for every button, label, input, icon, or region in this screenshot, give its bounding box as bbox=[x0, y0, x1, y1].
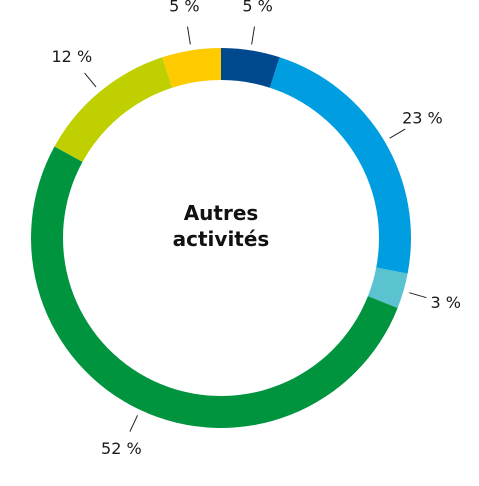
leader-line bbox=[84, 72, 97, 88]
leader-line bbox=[409, 292, 427, 299]
value-label: 23 % bbox=[402, 108, 443, 127]
value-label: 52 % bbox=[101, 439, 142, 458]
donut-segment bbox=[31, 146, 398, 428]
donut-segment bbox=[162, 48, 221, 88]
donut-segment bbox=[221, 48, 280, 88]
value-label: 12 % bbox=[52, 47, 93, 66]
value-label: 5 % bbox=[242, 0, 272, 15]
value-label: 5 % bbox=[169, 0, 199, 15]
donut-segment bbox=[367, 267, 408, 308]
leader-line bbox=[251, 26, 255, 45]
center-label: Autres activités bbox=[172, 201, 270, 251]
leader-line bbox=[187, 26, 191, 45]
donut-segment bbox=[54, 57, 173, 162]
value-label: 3 % bbox=[430, 293, 460, 312]
donut-segment bbox=[269, 57, 412, 274]
leader-line bbox=[389, 128, 406, 139]
leader-line bbox=[129, 415, 138, 432]
